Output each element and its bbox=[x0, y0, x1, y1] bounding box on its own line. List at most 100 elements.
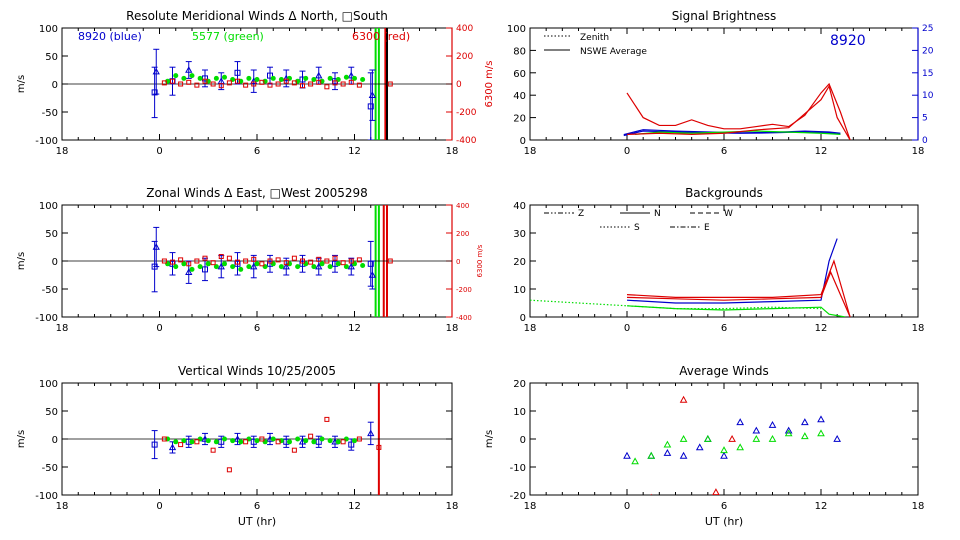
legend-entry: NSWE Average bbox=[580, 47, 647, 57]
data-point bbox=[267, 82, 273, 88]
data-point bbox=[695, 443, 704, 451]
data-point bbox=[387, 258, 393, 264]
data-point bbox=[152, 243, 160, 250]
data-point bbox=[303, 438, 309, 444]
data-point bbox=[217, 262, 225, 270]
data-point bbox=[316, 256, 322, 262]
plot-area bbox=[62, 28, 452, 140]
data-point bbox=[343, 74, 349, 80]
y-tick-label: 0 bbox=[52, 80, 58, 91]
data-point bbox=[259, 261, 265, 267]
data-point bbox=[189, 266, 195, 272]
y-tick-label: -50 bbox=[42, 463, 58, 474]
data-point bbox=[254, 261, 260, 267]
data-point bbox=[348, 441, 355, 448]
data-point bbox=[300, 83, 305, 89]
x-axis-label: UT (hr) bbox=[705, 515, 743, 528]
series-line bbox=[626, 238, 838, 304]
data-point bbox=[800, 418, 809, 426]
y2-tick-label: 15 bbox=[922, 69, 933, 79]
legend-entry: 8920 (blue) bbox=[78, 30, 142, 43]
data-point bbox=[259, 79, 265, 85]
data-point bbox=[752, 426, 761, 434]
data-point bbox=[720, 446, 728, 454]
plot-area bbox=[62, 383, 452, 495]
data-point bbox=[368, 91, 377, 98]
data-point bbox=[270, 436, 276, 442]
data-point bbox=[315, 71, 323, 79]
x-tick-label: 18 bbox=[524, 146, 537, 157]
y-tick-label: 60 bbox=[513, 69, 526, 80]
data-point bbox=[151, 89, 158, 96]
data-point bbox=[210, 260, 216, 266]
y-axis-label: m/s bbox=[16, 430, 27, 448]
data-point bbox=[340, 260, 346, 266]
y-tick-label: 0 bbox=[52, 435, 58, 446]
data-point bbox=[181, 438, 187, 444]
data-point bbox=[238, 266, 244, 272]
data-point bbox=[213, 75, 219, 81]
data-point bbox=[243, 82, 249, 88]
data-point bbox=[352, 75, 357, 81]
data-point bbox=[168, 443, 177, 451]
data-point bbox=[728, 434, 736, 442]
data-point bbox=[784, 429, 793, 437]
data-point bbox=[259, 436, 265, 442]
data-point bbox=[308, 81, 314, 87]
data-point bbox=[275, 439, 281, 445]
plot-frame bbox=[529, 382, 919, 496]
y-tick-label: -20 bbox=[510, 491, 526, 502]
data-point bbox=[234, 69, 241, 76]
y2-tick-label: 5 bbox=[922, 114, 928, 124]
data-point bbox=[161, 80, 167, 86]
data-point bbox=[282, 262, 290, 270]
x-tick-label: 0 bbox=[624, 146, 630, 157]
data-point bbox=[327, 264, 333, 270]
y-tick-label: 40 bbox=[513, 201, 526, 212]
data-point bbox=[194, 82, 200, 88]
data-point bbox=[233, 435, 242, 442]
y2-tick-label: 10 bbox=[922, 91, 934, 101]
x-tick-label: 6 bbox=[721, 146, 727, 157]
data-point bbox=[348, 258, 354, 264]
data-point bbox=[267, 258, 273, 264]
data-point bbox=[173, 264, 179, 270]
data-point bbox=[186, 79, 192, 85]
data-point bbox=[343, 264, 349, 270]
data-point bbox=[283, 78, 289, 84]
data-point bbox=[226, 255, 232, 261]
x-tick-label: 12 bbox=[348, 323, 361, 334]
data-point bbox=[335, 439, 341, 445]
plot-title: Zonal Winds Δ East, □West 2005298 bbox=[146, 186, 368, 200]
y-tick-label: 100 bbox=[39, 201, 58, 212]
data-point bbox=[679, 434, 688, 442]
data-point bbox=[332, 255, 338, 261]
data-point bbox=[222, 261, 227, 267]
plot-title: Resolute Meridional Winds Δ North, □Sout… bbox=[126, 9, 388, 23]
y-tick-label: 80 bbox=[513, 46, 526, 57]
y-tick-label: -100 bbox=[35, 313, 58, 324]
y-tick-label: 50 bbox=[45, 229, 58, 240]
y-tick-label: -100 bbox=[35, 491, 58, 502]
y2-tick-label: 0 bbox=[922, 136, 928, 146]
y-tick-label: 30 bbox=[513, 229, 526, 240]
data-point bbox=[283, 260, 289, 266]
y-tick-label: 100 bbox=[39, 379, 58, 390]
y-tick-label: 0 bbox=[520, 435, 526, 446]
data-point bbox=[170, 259, 175, 265]
y2-tick-label: 400 bbox=[456, 24, 473, 34]
y-tick-label: 0 bbox=[52, 257, 58, 268]
plot-title: Signal Brightness bbox=[672, 9, 777, 23]
data-point bbox=[152, 67, 160, 75]
data-point bbox=[178, 257, 184, 263]
data-point bbox=[356, 82, 362, 88]
y2-axis-label: 6300 m/s bbox=[476, 244, 484, 277]
data-point bbox=[768, 434, 777, 442]
data-point bbox=[189, 73, 195, 79]
series-line bbox=[530, 299, 822, 310]
y-tick-label: -10 bbox=[510, 463, 526, 474]
